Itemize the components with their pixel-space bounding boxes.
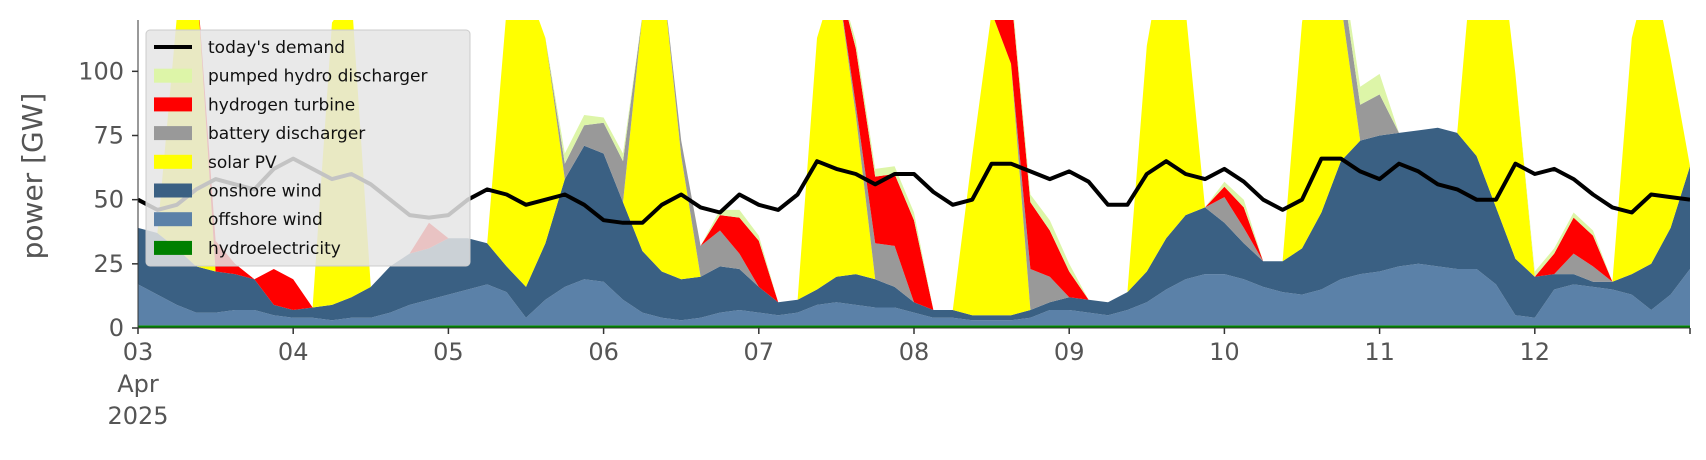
legend-swatch — [154, 126, 192, 141]
x-tick-label: 06 — [588, 338, 619, 366]
x-tick-label: Apr — [117, 370, 159, 398]
legend-label: offshore wind — [208, 210, 323, 230]
x-tick-label: 11 — [1364, 338, 1395, 366]
legend-swatch — [154, 212, 192, 227]
x-tick-label: 10 — [1209, 338, 1240, 366]
legend: today's demand pumped hydro discharger hyd… — [145, 29, 471, 267]
x-tick-label: 05 — [433, 338, 464, 366]
legend-swatch — [154, 68, 192, 83]
legend-swatch — [154, 154, 192, 169]
area-solar-pv — [138, 20, 1690, 316]
y-tick-label: 0 — [109, 314, 124, 342]
legend-box — [145, 29, 471, 267]
area-offshore-wind — [138, 263, 1690, 326]
x-tick-label: 12 — [1520, 338, 1551, 366]
x-tick-label: 2025 — [107, 402, 168, 430]
legend-swatch — [154, 183, 192, 198]
legend-label: solar PV — [208, 153, 277, 173]
y-tick-label: 50 — [93, 186, 124, 214]
y-tick-label: 25 — [93, 250, 124, 278]
axes: 0 25 50 75 100 03 Apr 2025 04 05 06 07 08 09 10 11 12 — [78, 20, 1691, 430]
x-tick-label: 08 — [899, 338, 930, 366]
area-hydroelectricity — [138, 325, 1690, 328]
stacked-areas — [138, 20, 1690, 328]
x-tick-label: 04 — [278, 338, 309, 366]
x-tick-label: 03 — [123, 338, 154, 366]
legend-label: hydroelectricity — [208, 239, 341, 259]
x-tick-label: 09 — [1054, 338, 1085, 366]
area-onshore-wind — [138, 127, 1690, 321]
legend-label: pumped hydro discharger — [208, 67, 427, 87]
legend-swatch — [154, 97, 192, 112]
y-axis-label: power [GW] — [16, 93, 49, 260]
legend-label: today's demand — [208, 38, 345, 58]
y-tick-label: 100 — [78, 57, 124, 85]
legend-swatch — [154, 240, 192, 255]
legend-label: battery discharger — [208, 124, 365, 144]
legend-label: onshore wind — [208, 182, 322, 202]
area-hydrogen-turbine — [138, 20, 1690, 310]
legend-label: hydrogen turbine — [208, 95, 355, 115]
x-tick-label: 07 — [744, 338, 775, 366]
y-tick-label: 75 — [93, 122, 124, 150]
